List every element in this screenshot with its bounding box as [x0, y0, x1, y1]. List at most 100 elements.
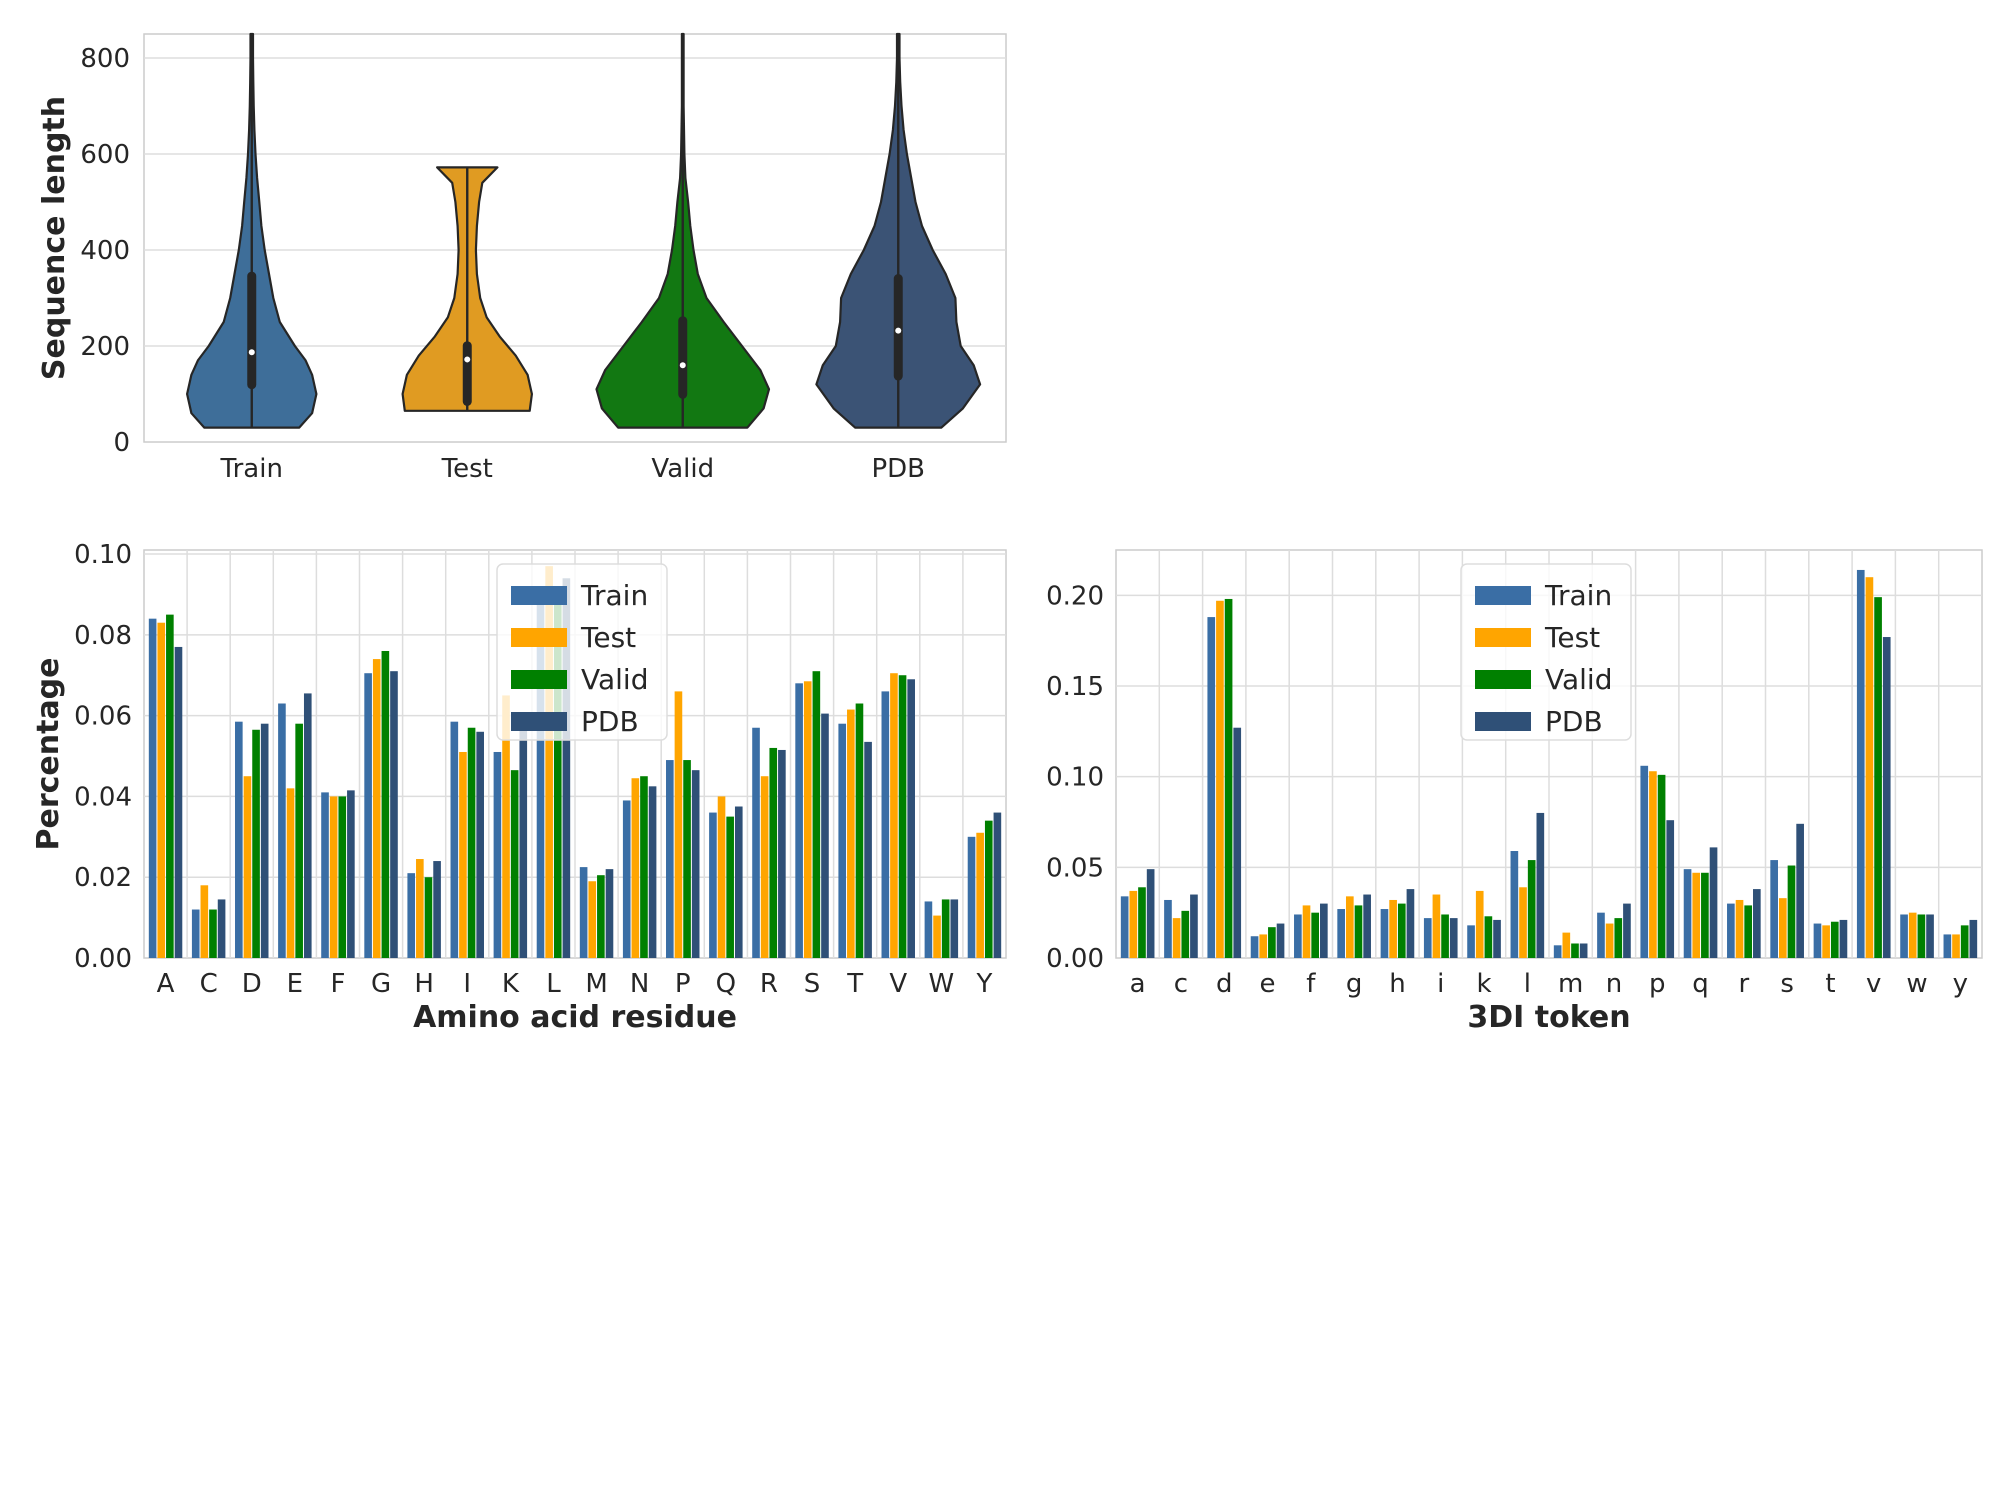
bars — [1120, 569, 1978, 958]
violin-iqr-box — [462, 341, 472, 406]
bar-test — [1692, 872, 1701, 958]
bar-test — [502, 695, 510, 958]
bar-pdb — [605, 869, 614, 958]
bar-valid — [1744, 905, 1753, 958]
legend: Train Test Valid PDB — [496, 563, 668, 741]
bar-pdb — [691, 770, 700, 958]
bar-test — [1345, 896, 1354, 958]
x-tick-label: Valid — [651, 454, 714, 484]
x-tick-label: C — [200, 969, 218, 999]
x-tick-label: Train — [220, 454, 283, 484]
x-tick-label: w — [1906, 969, 1927, 999]
x-tick-label: s — [1780, 969, 1794, 999]
3di-token-bar-chart: 0.00 0.05 0.10 0.15 0.20 a c d e f g h i k l m n p q r s t v w y… — [1046, 549, 1983, 1035]
x-tick-label: S — [804, 969, 821, 999]
bar-valid — [1657, 774, 1666, 958]
bar-test — [545, 566, 553, 958]
bar-pdb — [1753, 889, 1761, 958]
legend-label: Train — [1544, 579, 1612, 612]
bar-test — [631, 778, 640, 958]
bar-train — [1207, 617, 1216, 958]
y-axis-label: Percentage — [31, 657, 66, 850]
bar-train — [364, 673, 372, 958]
bar-test — [1259, 934, 1268, 958]
x-tick-label: q — [1692, 969, 1709, 999]
x-tick-label: m — [1558, 969, 1583, 999]
bar-pdb — [778, 749, 786, 958]
y-tick-label: 0.00 — [74, 944, 132, 974]
bar-train — [1900, 914, 1908, 958]
bar-test — [1649, 771, 1657, 958]
bar-valid — [640, 776, 648, 958]
bar-pdb — [993, 812, 1002, 958]
bar-test — [847, 709, 855, 958]
x-tick-label: v — [1866, 969, 1881, 999]
bar-test — [674, 691, 683, 958]
bar-pdb — [476, 731, 484, 958]
bar-pdb — [1969, 919, 1978, 958]
x-tick-label: D — [242, 969, 262, 999]
legend-label: PDB — [581, 705, 639, 738]
bar-pdb — [1839, 919, 1848, 958]
x-tick-label: L — [546, 969, 561, 999]
x-tick-label: G — [371, 969, 391, 999]
x-tick-label: p — [1649, 969, 1666, 999]
bar-train — [1770, 860, 1778, 958]
bar-valid — [252, 729, 260, 958]
bar-pdb — [1579, 943, 1588, 958]
bar-train — [1120, 896, 1129, 958]
x-tick-label: E — [287, 969, 303, 999]
bar-test — [1908, 912, 1917, 958]
violin-iqr-box — [678, 316, 688, 399]
violin-median-dot — [679, 362, 686, 369]
bar-train — [1294, 914, 1302, 958]
x-tick-label: h — [1389, 969, 1405, 999]
bar-train — [1337, 909, 1345, 958]
x-tick-label: A — [157, 969, 175, 999]
legend-swatch — [1475, 670, 1531, 689]
bar-test — [717, 796, 726, 958]
legend-swatch — [511, 628, 567, 647]
bar-pdb — [562, 578, 571, 958]
bar-valid — [726, 816, 734, 958]
x-tick-label: H — [414, 969, 434, 999]
bar-pdb — [1406, 889, 1415, 958]
sequence-length-violin-chart: 0 200 400 600 800 Train Test Valid PDB Sequence … — [37, 32, 1007, 484]
bar-valid — [1181, 910, 1190, 958]
x-tick-label: T — [846, 969, 863, 999]
x-tick-label: V — [889, 969, 907, 999]
bar-valid — [1701, 872, 1709, 958]
bar-test — [1302, 905, 1311, 958]
x-axis-label: 3DI token — [1467, 1000, 1630, 1035]
bar-train — [1856, 569, 1865, 958]
x-axis-label: Amino acid residue — [413, 1000, 737, 1035]
bar-train — [235, 721, 243, 958]
bar-valid — [1354, 905, 1363, 958]
violins — [186, 32, 982, 429]
bar-pdb — [1536, 812, 1545, 958]
y-tick-label: 0.15 — [1046, 672, 1104, 702]
bar-train — [321, 792, 329, 958]
bar-test — [890, 673, 898, 958]
bar-test — [1778, 898, 1787, 958]
bar-train — [579, 867, 588, 958]
x-tick-label: y — [1953, 969, 1968, 999]
bar-valid — [1311, 912, 1320, 958]
legend-label: Valid — [1545, 663, 1612, 696]
x-tick-label: r — [1738, 969, 1749, 999]
bar-test — [803, 681, 812, 958]
x-tick-label: k — [1477, 969, 1492, 999]
legend-swatch — [1475, 712, 1531, 731]
bar-pdb — [390, 671, 398, 958]
amino-acid-bar-chart: 0.00 0.02 0.04 0.06 0.08 0.10 A C D E F G H I K L M N P Q R S… — [31, 540, 1007, 1035]
bar-valid — [1224, 598, 1233, 958]
bar-test — [1952, 934, 1960, 958]
bar-train — [1727, 903, 1735, 958]
bar-train — [924, 901, 933, 958]
bar-pdb — [1796, 823, 1804, 958]
x-tick-label: t — [1825, 969, 1835, 999]
x-tick-label: a — [1130, 969, 1146, 999]
x-tick-label: c — [1174, 969, 1188, 999]
legend-swatch — [1475, 628, 1531, 647]
legend-frame — [1460, 563, 1632, 741]
